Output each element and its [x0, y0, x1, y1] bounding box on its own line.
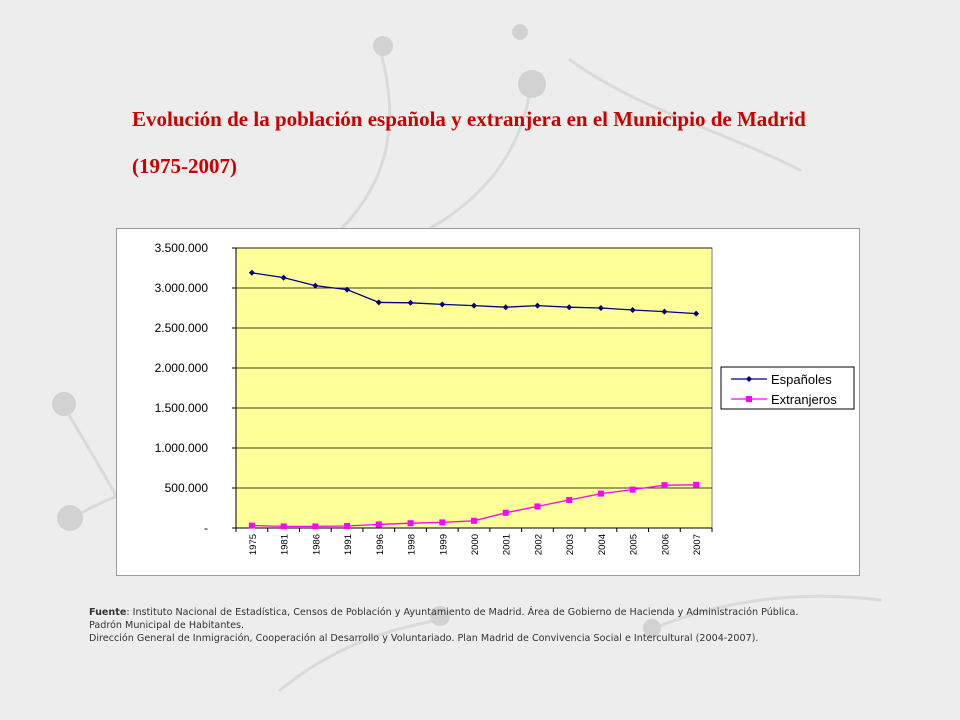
- x-tick-label: 1986: [311, 534, 322, 555]
- x-tick-label: 1991: [343, 534, 354, 555]
- data-point: [312, 523, 319, 530]
- page-title: Evolución de la población española y ext…: [132, 96, 932, 190]
- source-note: Fuente: Instituto Nacional de Estadístic…: [89, 606, 949, 645]
- x-tick-label: 1981: [280, 534, 291, 555]
- line-chart: - 500.000 1.000.000 1.500.000 2.000.000 2.500…: [155, 241, 855, 555]
- legend-label: Extranjeros: [771, 392, 837, 407]
- x-tick-label: 2001: [502, 534, 513, 555]
- y-tick-label: 500.000: [165, 481, 209, 495]
- y-tick-label: 1.500.000: [155, 401, 209, 415]
- data-point: [312, 282, 319, 289]
- data-point: [566, 497, 573, 503]
- x-tick-label: 2006: [660, 534, 671, 555]
- x-tick-label: 2004: [597, 534, 608, 555]
- x-tick-label: 2000: [470, 534, 481, 555]
- data-point: [280, 274, 287, 281]
- x-tick-label: 1975: [248, 534, 259, 555]
- y-tick-label: 1.000.000: [155, 441, 209, 455]
- data-point: [280, 523, 287, 530]
- x-tick-label: 1999: [438, 534, 449, 555]
- data-point: [375, 521, 382, 528]
- data-point: [248, 522, 255, 529]
- x-tick-label: 1998: [407, 534, 418, 555]
- data-point: [502, 509, 509, 516]
- y-tick-label: 2.000.000: [155, 361, 209, 375]
- source-line-1: : Instituto Nacional de Estadística, Cen…: [126, 607, 799, 618]
- data-point: [661, 482, 668, 489]
- data-point: [502, 304, 509, 311]
- data-point: [248, 269, 255, 276]
- data-point: [597, 490, 604, 497]
- x-tick-label: 2002: [533, 534, 544, 555]
- chart-container: - 500.000 1.000.000 1.500.000 2.000.000 2.500…: [116, 228, 860, 576]
- x-tick-label: 2003: [565, 534, 576, 555]
- data-point: [597, 305, 604, 311]
- legend-label: Españoles: [771, 372, 832, 387]
- data-point: [407, 520, 414, 527]
- plot-area: [235, 247, 713, 529]
- data-point: [471, 517, 477, 524]
- data-point: [629, 307, 636, 313]
- source-line-3: Dirección General de Inmigración, Cooper…: [89, 633, 759, 644]
- x-tick-label: 2007: [692, 534, 703, 555]
- data-point: [534, 503, 541, 510]
- data-point: [471, 302, 477, 309]
- y-tick-label: 2.500.000: [155, 321, 209, 335]
- x-tick-label: 2005: [629, 534, 640, 555]
- title-line-2: (1975-2007): [132, 154, 237, 178]
- data-point: [693, 310, 700, 317]
- y-tick-label: 3.500.000: [155, 241, 209, 255]
- data-point: [407, 299, 414, 306]
- data-point: [693, 481, 700, 488]
- title-line-1: Evolución de la población española y ext…: [132, 107, 806, 131]
- data-point: [344, 523, 351, 529]
- data-point: [661, 308, 668, 315]
- y-tick-label: 3.000.000: [155, 281, 209, 295]
- data-point: [439, 301, 446, 308]
- data-point: [375, 299, 382, 306]
- legend: [720, 366, 855, 410]
- legend-marker: [746, 376, 752, 382]
- data-point: [439, 519, 446, 526]
- source-line-2: Padrón Municipal de Habitantes.: [89, 620, 245, 631]
- data-point: [344, 286, 351, 293]
- y-tick-label: -: [204, 521, 208, 535]
- x-tick-label: 1996: [375, 534, 386, 555]
- data-point: [629, 486, 636, 493]
- data-point: [566, 304, 573, 311]
- legend-marker: [746, 396, 752, 402]
- data-point: [534, 302, 541, 309]
- source-label: Fuente: [89, 607, 127, 618]
